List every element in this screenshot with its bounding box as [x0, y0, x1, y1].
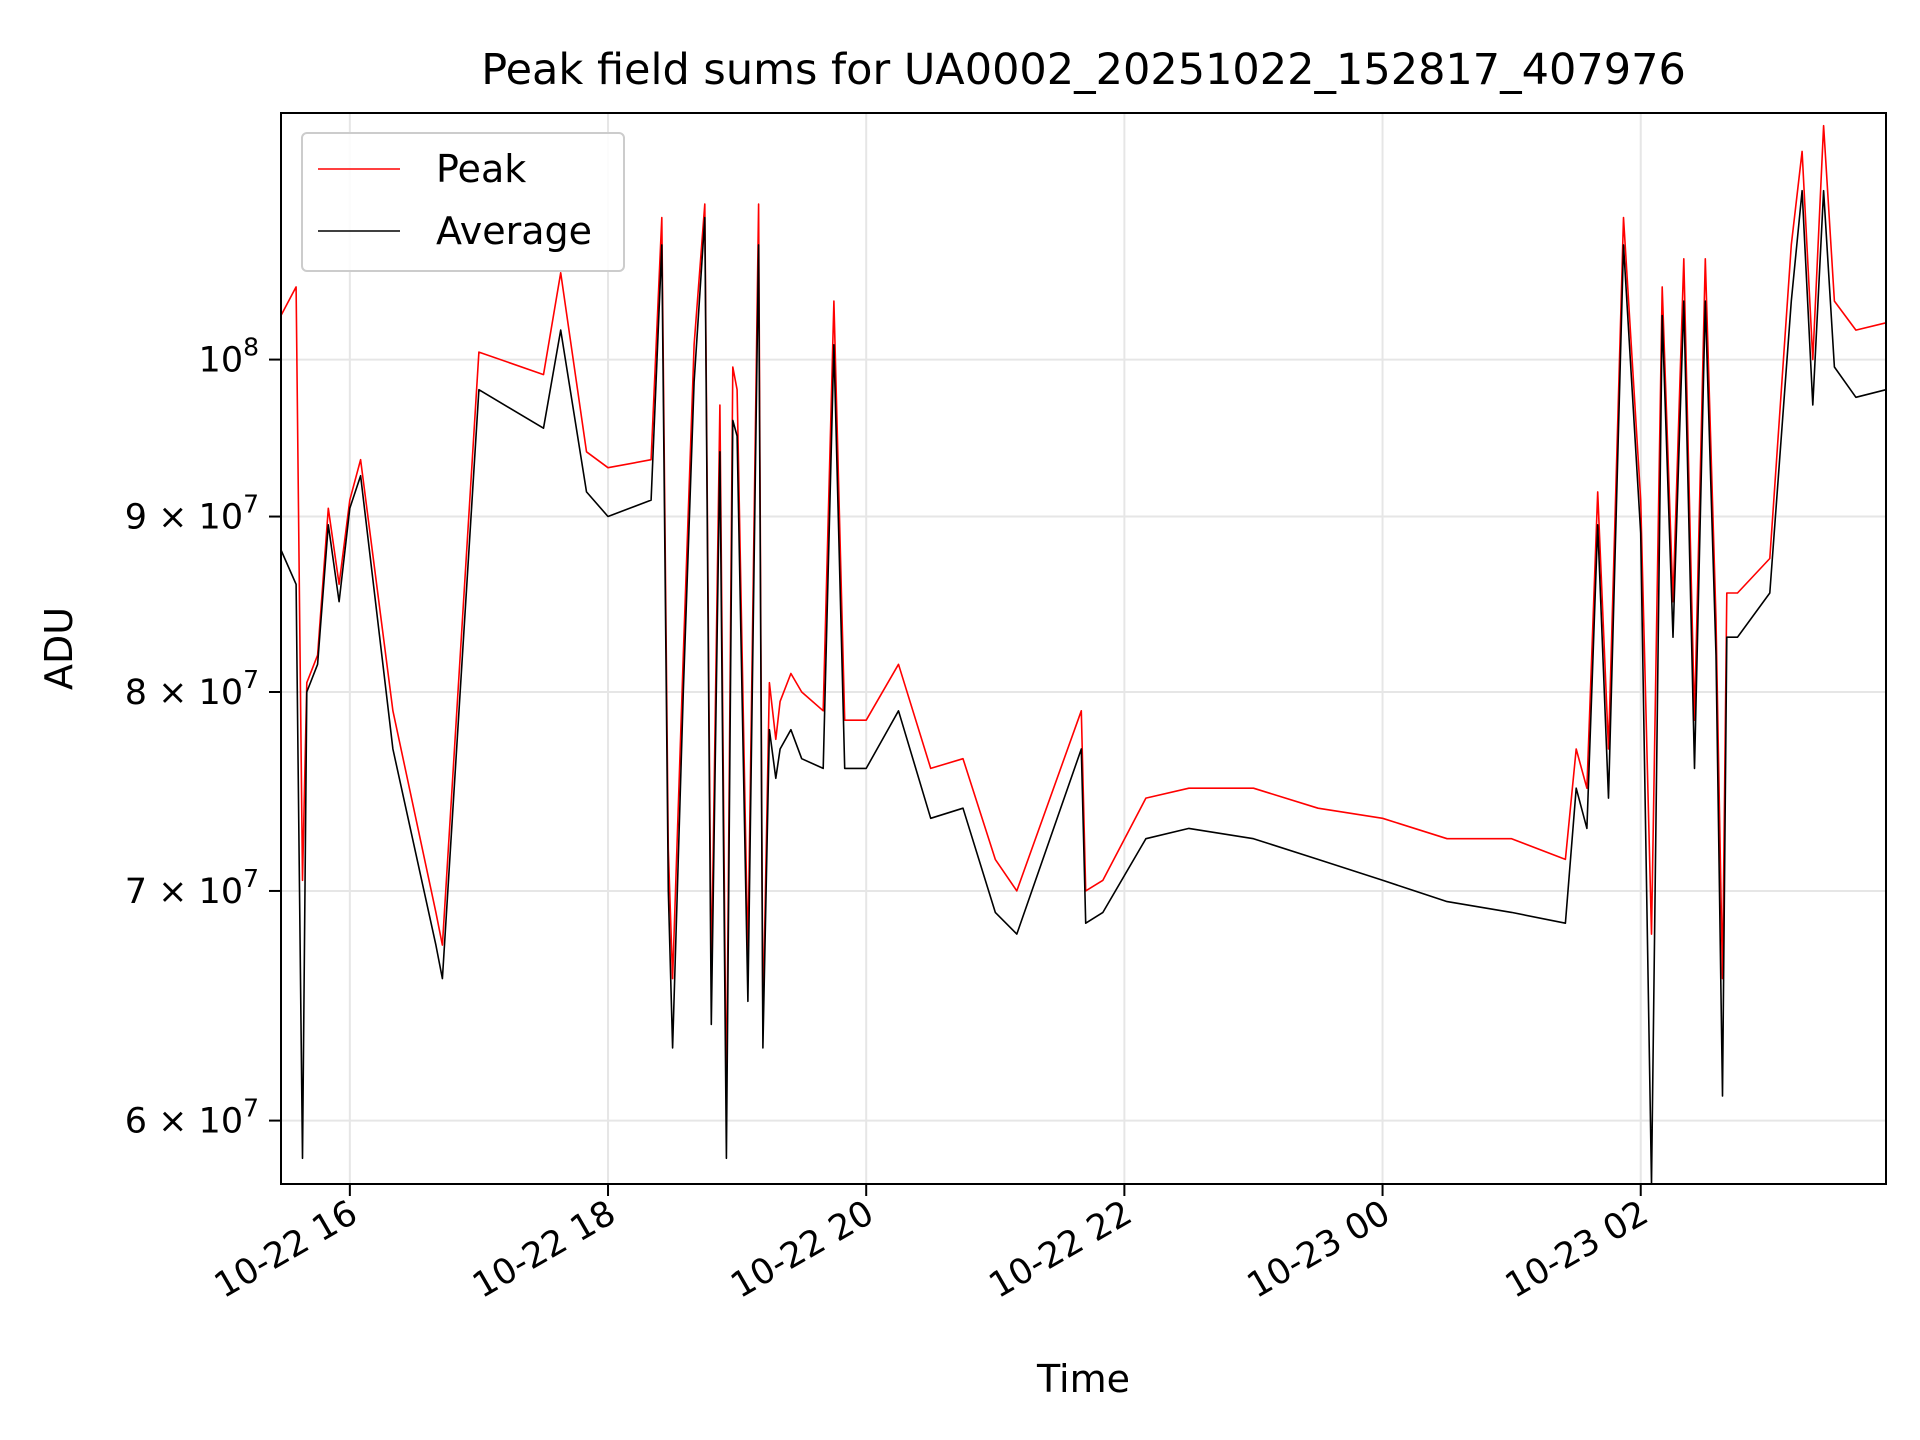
- gridlines: [281, 113, 1886, 1184]
- legend-box: [301, 132, 625, 272]
- legend: Peak Average: [301, 132, 625, 272]
- y-axis-ticks: 6 × 107 7 × 107 8 × 107 9 × 107 108: [125, 333, 281, 1142]
- x-axis-title: Time: [1036, 1357, 1130, 1401]
- y-tick-label: 108: [199, 333, 259, 381]
- y-tick-label: 8 × 107: [125, 665, 259, 713]
- series-line-peak: [280, 124, 1887, 1109]
- y-tick-label: 6 × 107: [125, 1094, 259, 1142]
- y-tick-label: 7 × 107: [125, 864, 259, 912]
- legend-label-peak: Peak: [436, 147, 526, 191]
- legend-label-average: Average: [436, 209, 592, 253]
- y-axis-title: ADU: [37, 607, 81, 690]
- plot-area-frame: [280, 112, 1887, 1185]
- series-layer: [280, 124, 1887, 1185]
- y-tick-label: 9 × 107: [125, 490, 259, 538]
- chart-title: Peak field sums for UA0002_20251022_1528…: [481, 45, 1686, 95]
- series-line-average: [280, 189, 1887, 1185]
